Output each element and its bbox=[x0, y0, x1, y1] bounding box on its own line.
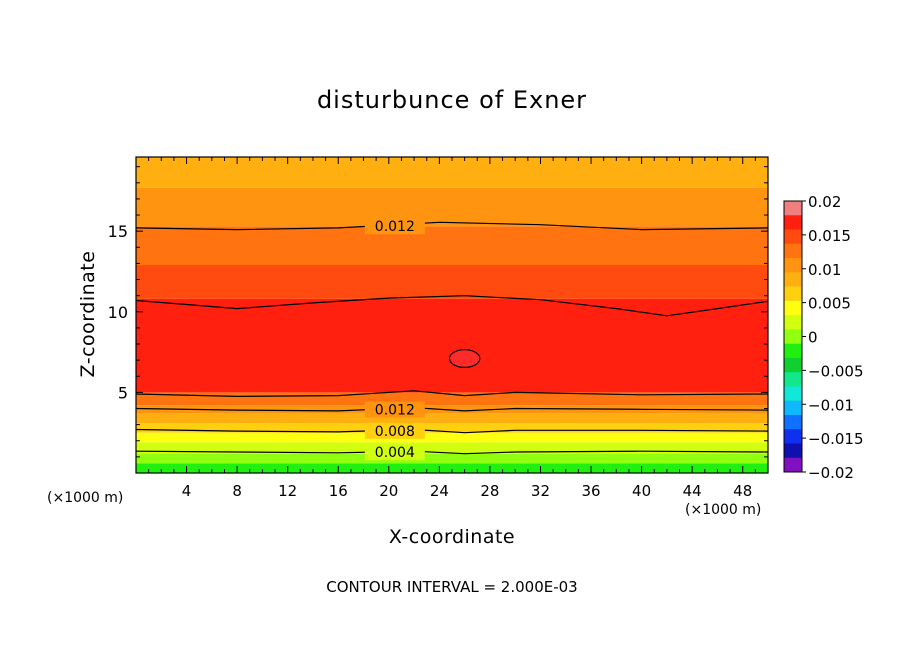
closed-contour bbox=[448, 349, 481, 368]
colorbar-tick-label: 0.005 bbox=[808, 295, 851, 313]
contour-lines: 0.004 0.008 0.012 0.012 bbox=[136, 218, 768, 461]
contour-label: 0.012 bbox=[375, 219, 415, 235]
colorbar-tick-label: −0.01 bbox=[808, 396, 854, 414]
contour-line bbox=[136, 221, 768, 231]
contour-band bbox=[136, 187, 768, 227]
colorbar-swatch bbox=[784, 386, 802, 402]
x-unit-label-left: (×1000 m) bbox=[47, 490, 124, 506]
colorbar-swatch bbox=[784, 272, 802, 288]
x-axis-label: X-coordinate bbox=[388, 526, 516, 548]
colorbar-swatch bbox=[784, 343, 802, 359]
contour-label: 0.012 bbox=[375, 403, 415, 419]
x-tick-label: 4 bbox=[182, 482, 192, 500]
contour-band bbox=[136, 265, 768, 299]
colorbar-swatch bbox=[784, 457, 802, 473]
colorbar-swatch bbox=[784, 300, 802, 316]
contour-line bbox=[136, 450, 768, 455]
x-tick-label: 16 bbox=[329, 482, 348, 500]
contour-label-gap bbox=[364, 218, 425, 235]
x-tick-label: 12 bbox=[278, 482, 297, 500]
colorbar-swatch bbox=[784, 229, 802, 245]
colorbar-swatch bbox=[784, 400, 802, 416]
contour-band bbox=[136, 453, 768, 464]
chart-title: disturbunce of Exner bbox=[316, 86, 588, 114]
contour-label: 0.008 bbox=[375, 424, 415, 440]
contour-line bbox=[136, 407, 768, 412]
colorbar-swatch bbox=[784, 286, 802, 302]
x-tick-label: 36 bbox=[581, 482, 600, 500]
y-tick-label: 10 bbox=[108, 303, 128, 322]
colorbar-tick-label: −0.02 bbox=[808, 464, 854, 482]
colorbar-swatch bbox=[784, 243, 802, 259]
colorbar-tick-label: 0.015 bbox=[808, 227, 851, 245]
contour-band bbox=[136, 405, 768, 414]
colorbar-tick-label: −0.015 bbox=[808, 430, 864, 448]
colorbar: 0.02 0.015 0.01 0.005 0 −0.005 −0.01 −0.015 −0.0… bbox=[783, 193, 864, 482]
colorbar-swatch bbox=[784, 357, 802, 373]
contour-interval-note: CONTOUR INTERVAL = 2.000E-03 bbox=[326, 578, 578, 596]
colorbar-swatch bbox=[784, 215, 802, 231]
contour-band bbox=[136, 157, 768, 188]
y-tick-label: 5 bbox=[118, 383, 128, 402]
colorbar-swatch bbox=[784, 329, 802, 345]
y-axis-ticks: 5 10 15 bbox=[108, 166, 768, 458]
colorbar-swatch bbox=[784, 201, 802, 216]
x-unit-label-right: (×1000 m) bbox=[685, 502, 762, 518]
contour-label: 0.004 bbox=[375, 445, 415, 461]
colorbar-tick-label: 0.02 bbox=[808, 193, 841, 211]
x-axis-ticks: 4 8 12 16 20 24 28 32 36 40 44 48 bbox=[148, 157, 756, 500]
colorbar-tick-label: −0.005 bbox=[808, 362, 864, 380]
colorbar-swatch bbox=[784, 414, 802, 430]
colorbar-tick-label: 0.01 bbox=[808, 261, 841, 279]
x-tick-label: 28 bbox=[480, 482, 499, 500]
contour-label-gap bbox=[364, 422, 425, 439]
x-tick-label: 24 bbox=[430, 482, 449, 500]
contour-band bbox=[136, 463, 768, 473]
contour-label-gap bbox=[364, 444, 425, 461]
contour-band bbox=[136, 442, 768, 454]
contour-label-gap bbox=[364, 401, 425, 418]
colorbar-tick-label: 0 bbox=[808, 329, 818, 347]
contour-band bbox=[136, 432, 768, 443]
y-axis-label: Z-coordinate bbox=[77, 250, 99, 378]
x-tick-label: 32 bbox=[531, 482, 550, 500]
contour-band bbox=[136, 413, 768, 424]
x-tick-label: 20 bbox=[379, 482, 398, 500]
colorbar-swatch bbox=[784, 443, 802, 459]
x-tick-label: 8 bbox=[232, 482, 242, 500]
colorbar-swatch bbox=[784, 258, 802, 273]
colorbar-swatch bbox=[784, 429, 802, 444]
contour-line bbox=[136, 428, 768, 434]
contour-line bbox=[136, 295, 768, 317]
x-tick-label: 44 bbox=[683, 482, 702, 500]
contour-band bbox=[136, 298, 768, 393]
colorbar-swatch bbox=[784, 315, 802, 330]
colorbar-swatch bbox=[784, 372, 802, 387]
x-tick-label: 40 bbox=[632, 482, 651, 500]
contour-bands bbox=[136, 157, 768, 473]
contour-band bbox=[136, 423, 768, 433]
x-tick-label: 48 bbox=[733, 482, 752, 500]
y-tick-label: 15 bbox=[108, 222, 128, 241]
contour-band bbox=[136, 226, 768, 266]
contour-line bbox=[136, 390, 768, 398]
